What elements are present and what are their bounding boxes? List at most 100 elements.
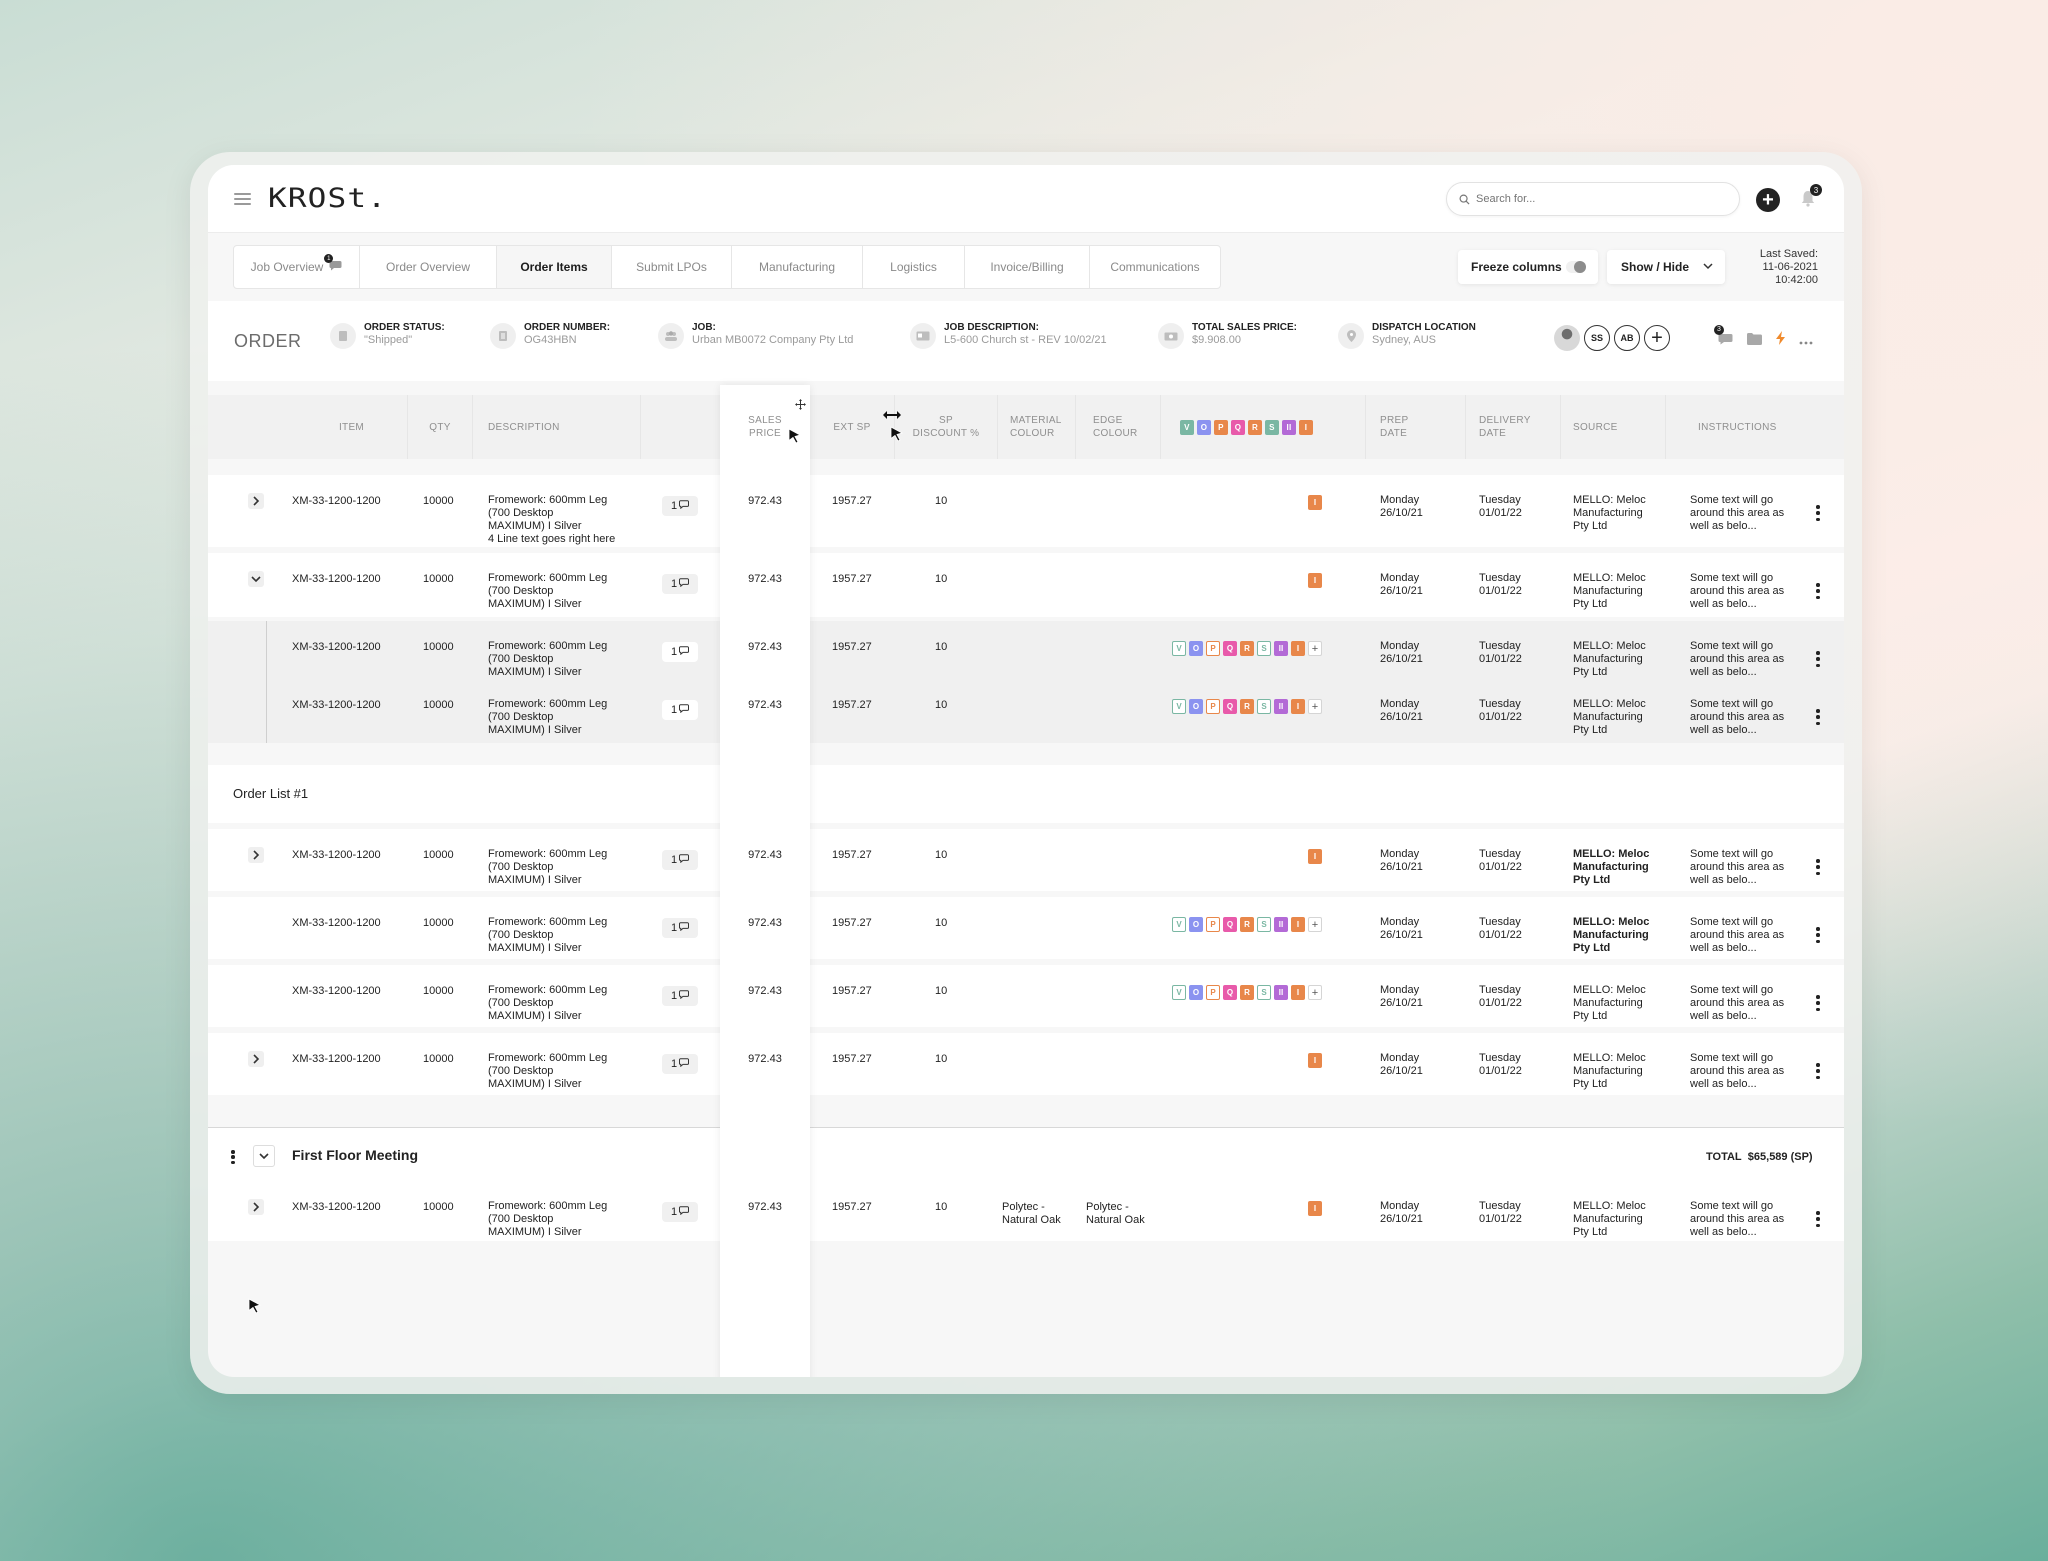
tag-i[interactable]: I: [1308, 1053, 1322, 1068]
row-more-icon[interactable]: [1813, 925, 1823, 945]
tag-o[interactable]: O: [1189, 641, 1203, 656]
lightning-icon[interactable]: [1776, 331, 1785, 350]
search-box[interactable]: [1446, 182, 1740, 216]
avatar-ss[interactable]: SS: [1584, 325, 1610, 351]
tab-manufacturing[interactable]: Manufacturing: [732, 246, 863, 288]
tag-ii[interactable]: II: [1282, 419, 1296, 435]
table-row[interactable]: XM-33-1200-1200 10000 Fromework: 600mm Leg…: [208, 965, 1844, 1027]
column-ext-sp[interactable]: EXT SP: [810, 395, 895, 459]
column-edge-colour[interactable]: EDGE COLOUR: [1076, 395, 1161, 459]
tag-o[interactable]: O: [1189, 917, 1203, 932]
tag-ii[interactable]: II: [1274, 917, 1288, 932]
tag-r[interactable]: R: [1240, 641, 1254, 656]
more-horizontal-icon[interactable]: [1799, 332, 1813, 350]
tag-o[interactable]: O: [1189, 985, 1203, 1000]
tag-p[interactable]: P: [1206, 985, 1220, 1000]
show-hide-dropdown[interactable]: Show / Hide: [1607, 250, 1725, 284]
add-tag-button[interactable]: +: [1308, 917, 1322, 932]
table-row[interactable]: XM-33-1200-1200 10000 Fromework: 600mm Leg…: [208, 679, 1844, 743]
comments-button[interactable]: 1: [662, 574, 698, 594]
tag-i[interactable]: I: [1291, 699, 1305, 714]
column-material-colour[interactable]: MATERIAL COLOUR: [998, 395, 1076, 459]
column-qty[interactable]: QTY: [408, 395, 473, 459]
column-tags[interactable]: V O P Q R S II I: [1161, 395, 1366, 459]
tag-s[interactable]: S: [1257, 699, 1271, 714]
column-item[interactable]: ITEM: [208, 395, 408, 459]
comments-button[interactable]: 1: [662, 1054, 698, 1074]
tab-invoice-billing[interactable]: Invoice/Billing: [965, 246, 1090, 288]
column-prep-date[interactable]: PREP DATE: [1366, 395, 1466, 459]
tag-s[interactable]: S: [1257, 641, 1271, 656]
search-input[interactable]: [1476, 193, 1716, 205]
tab-job-overview[interactable]: Job Overview 1: [234, 246, 360, 288]
column-delivery-date[interactable]: DELIVERY DATE: [1466, 395, 1561, 459]
tag-v[interactable]: V: [1172, 917, 1186, 932]
tab-submit-lpos[interactable]: Submit LPOs: [612, 246, 732, 288]
table-row[interactable]: XM-33-1200-1200 10000 Fromework: 600mm Leg…: [208, 897, 1844, 959]
tag-i[interactable]: I: [1308, 849, 1322, 864]
row-more-icon[interactable]: [1813, 581, 1823, 601]
row-more-icon[interactable]: [1813, 707, 1823, 727]
comments-button[interactable]: 1: [662, 700, 698, 720]
comments-button[interactable]: 1: [662, 850, 698, 870]
tag-v[interactable]: V: [1172, 985, 1186, 1000]
tag-ii[interactable]: II: [1274, 699, 1288, 714]
tag-p[interactable]: P: [1206, 641, 1220, 656]
tag-v[interactable]: V: [1172, 699, 1186, 714]
tag-ii[interactable]: II: [1274, 985, 1288, 1000]
tag-i[interactable]: I: [1291, 917, 1305, 932]
column-description[interactable]: DESCRIPTION: [473, 395, 641, 459]
tag-q[interactable]: Q: [1223, 641, 1237, 656]
tag-s[interactable]: S: [1257, 985, 1271, 1000]
toggle-switch[interactable]: [1566, 261, 1586, 273]
row-more-icon[interactable]: [1813, 1209, 1823, 1229]
add-tag-button[interactable]: +: [1308, 641, 1322, 656]
comments-button[interactable]: 1: [662, 496, 698, 516]
group-more-icon[interactable]: [228, 1148, 238, 1166]
table-row[interactable]: XM-33-1200-1200 10000 Fromework: 600mm Leg…: [208, 475, 1844, 547]
table-row[interactable]: XM-33-1200-1200 10000 Fromework: 600mm Leg…: [208, 621, 1844, 679]
tag-o[interactable]: O: [1197, 419, 1211, 435]
expand-row-button[interactable]: [248, 1051, 264, 1067]
tag-q[interactable]: Q: [1223, 917, 1237, 932]
row-more-icon[interactable]: [1813, 857, 1823, 877]
expand-row-button[interactable]: [248, 847, 264, 863]
folder-icon[interactable]: [1747, 332, 1762, 350]
tag-r[interactable]: R: [1248, 419, 1262, 435]
column-instructions[interactable]: INSTRUCTIONS: [1666, 395, 1844, 459]
add-tag-button[interactable]: +: [1308, 985, 1322, 1000]
row-more-icon[interactable]: [1813, 1061, 1823, 1081]
tag-p[interactable]: P: [1214, 419, 1228, 435]
tag-s[interactable]: S: [1265, 419, 1279, 435]
add-tag-button[interactable]: +: [1308, 699, 1322, 714]
move-icon[interactable]: [795, 399, 806, 414]
freeze-columns-toggle[interactable]: Freeze columns: [1458, 250, 1598, 284]
tab-logistics[interactable]: Logistics: [863, 246, 965, 288]
tag-r[interactable]: R: [1240, 917, 1254, 932]
hamburger-menu-icon[interactable]: [234, 193, 251, 205]
tag-i[interactable]: I: [1308, 495, 1322, 510]
tag-i[interactable]: I: [1291, 641, 1305, 656]
tag-i[interactable]: I: [1299, 419, 1313, 435]
tag-o[interactable]: O: [1189, 699, 1203, 714]
tag-q[interactable]: Q: [1231, 419, 1245, 435]
comments-button[interactable]: 1: [662, 642, 698, 662]
tag-q[interactable]: Q: [1223, 699, 1237, 714]
tag-i[interactable]: I: [1308, 1201, 1322, 1216]
tag-q[interactable]: Q: [1223, 985, 1237, 1000]
column-sales-price[interactable]: SALES PRICE: [720, 395, 810, 459]
table-row[interactable]: XM-33-1200-1200 10000 Fromework: 600mm Leg…: [208, 1033, 1844, 1095]
tag-v[interactable]: V: [1172, 641, 1186, 656]
add-new-button[interactable]: +: [1756, 188, 1780, 212]
comments-button[interactable]: 1: [662, 1202, 698, 1222]
row-more-icon[interactable]: [1813, 993, 1823, 1013]
chat-icon[interactable]: 3: [1714, 324, 1733, 350]
comments-button[interactable]: 1: [662, 986, 698, 1006]
table-row[interactable]: XM-33-1200-1200 10000 Fromework: 600mm Leg…: [208, 553, 1844, 617]
table-row[interactable]: XM-33-1200-1200 10000 Fromework: 600mm Leg…: [208, 1181, 1844, 1241]
avatar-photo[interactable]: [1554, 325, 1580, 351]
tab-order-overview[interactable]: Order Overview: [360, 246, 497, 288]
expand-row-button[interactable]: [248, 493, 264, 509]
group-collapse-button[interactable]: [253, 1145, 275, 1167]
tag-i[interactable]: I: [1308, 573, 1322, 588]
